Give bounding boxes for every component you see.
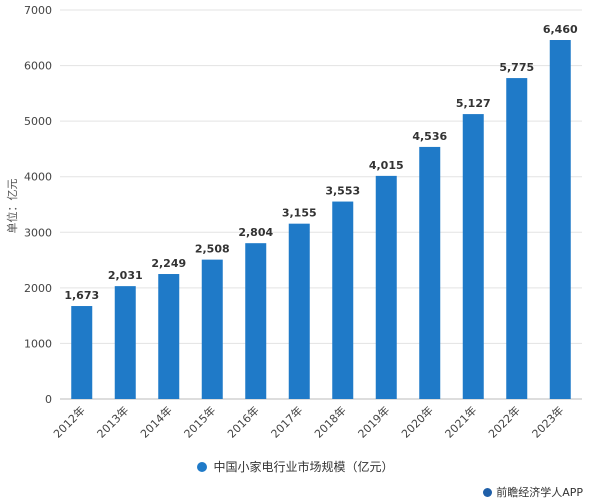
bar — [332, 201, 354, 399]
x-tick-label: 2022年 — [485, 403, 522, 440]
logo-icon — [483, 488, 493, 497]
bar — [114, 286, 136, 399]
data-label: 2,508 — [195, 243, 230, 256]
x-tick-label: 2023年 — [529, 403, 566, 440]
y-tick-label: 4000 — [24, 171, 52, 184]
x-tick-label: 2014年 — [137, 403, 174, 440]
y-tick-label: 1000 — [24, 337, 52, 350]
data-label: 6,460 — [543, 23, 578, 36]
bar — [375, 175, 397, 399]
y-tick-label: 2000 — [24, 282, 52, 295]
data-label: 4,015 — [369, 159, 404, 172]
bar — [245, 243, 267, 399]
y-tick-label: 5000 — [24, 115, 52, 128]
x-tick-label: 2021年 — [442, 403, 479, 440]
bar — [549, 40, 571, 399]
data-label: 1,673 — [64, 289, 99, 302]
x-tick-label: 2019年 — [355, 403, 392, 440]
source-credit: 前瞻经济学人APP — [483, 484, 583, 500]
bar — [71, 306, 93, 399]
data-label: 2,249 — [151, 257, 186, 270]
y-tick-label: 3000 — [24, 226, 52, 239]
legend-swatch — [197, 462, 208, 472]
legend-label: 中国小家电行业市场规模（亿元） — [213, 460, 394, 474]
y-tick-label: 7000 — [24, 4, 52, 17]
bar — [201, 259, 223, 399]
x-tick-label: 2012年 — [50, 403, 87, 440]
bar-chart: 单位：亿元 0 1000 2000 3000 4000 5000 6000 7000 1,673… — [5, 4, 582, 441]
data-label: 3,155 — [282, 207, 317, 220]
y-axis-label: 单位：亿元 — [5, 179, 19, 234]
source-label: 前瞻经济学人APP — [496, 486, 583, 499]
data-label: 5,775 — [499, 61, 534, 74]
data-label: 2,031 — [108, 269, 143, 282]
data-label: 2,804 — [238, 226, 273, 239]
x-tick-label: 2020年 — [398, 403, 435, 440]
x-tick-label: 2017年 — [268, 403, 305, 440]
bar — [158, 274, 180, 399]
bar — [462, 114, 484, 399]
bar — [288, 223, 310, 399]
x-tick-label: 2015年 — [181, 403, 218, 440]
y-tick-label: 0 — [45, 393, 52, 406]
data-label: 4,536 — [412, 130, 447, 143]
data-label: 5,127 — [456, 97, 491, 110]
bar — [419, 146, 441, 399]
x-tick-label: 2013年 — [94, 403, 131, 440]
x-tick-label: 2016年 — [224, 403, 261, 440]
bar — [506, 78, 528, 399]
legend: 中国小家电行业市场规模（亿元） — [0, 458, 591, 475]
data-label: 3,553 — [325, 185, 360, 198]
x-tick-label: 2018年 — [311, 403, 348, 440]
y-tick-label: 6000 — [24, 60, 52, 73]
